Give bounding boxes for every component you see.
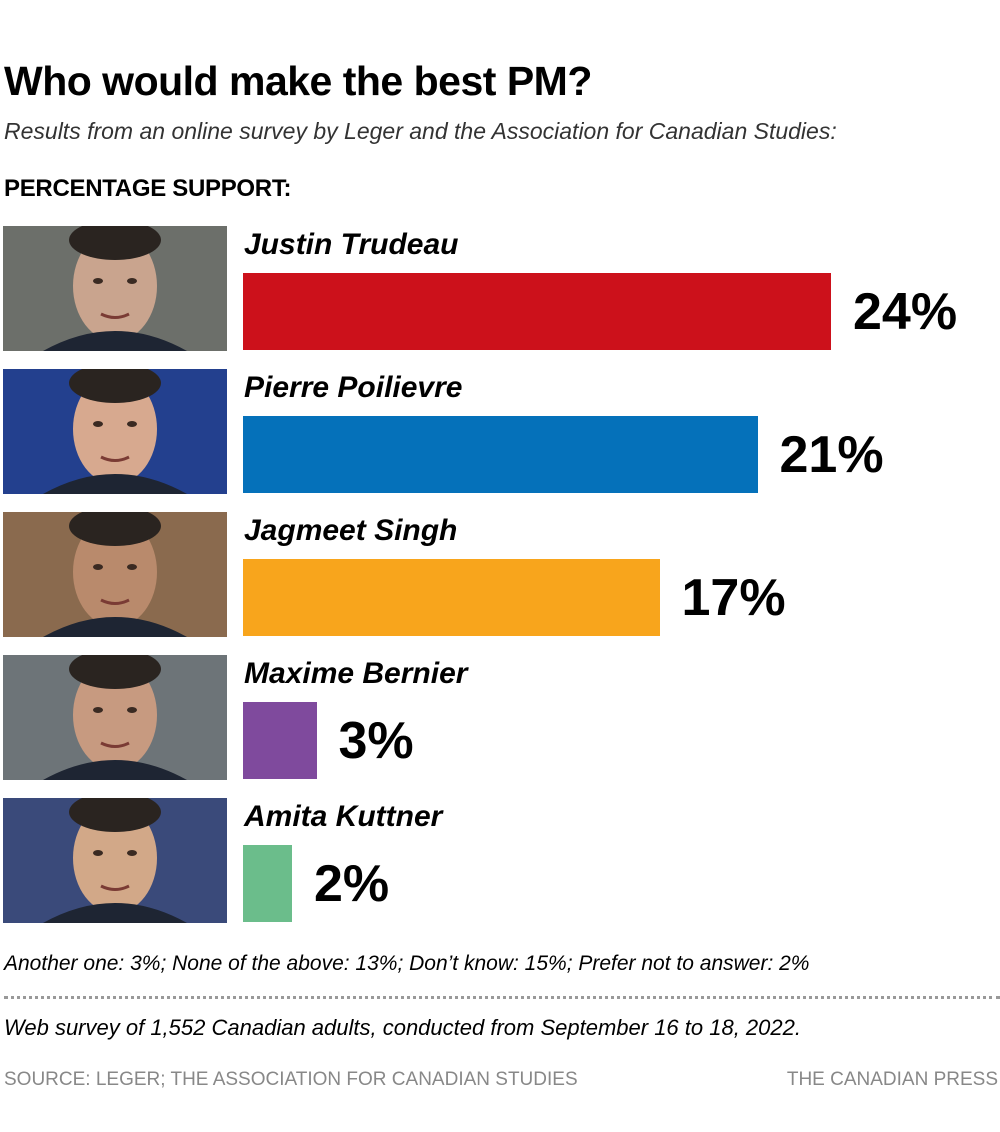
bar [243,559,660,636]
source-credit: SOURCE: LEGER; THE ASSOCIATION FOR CANAD… [4,1069,578,1090]
candidate-name: Jagmeet Singh [244,514,458,547]
bar [243,702,317,779]
axis-label: PERCENTAGE SUPPORT: [4,175,292,202]
bar [243,845,292,922]
publisher-credit: THE CANADIAN PRESS [786,1069,998,1090]
candidate-name: Amita Kuttner [244,800,443,833]
dotted-divider [4,996,1000,999]
bar [243,416,758,493]
other-responses-note: Another one: 3%; None of the above: 13%;… [4,952,810,975]
candidate-photo [3,512,227,637]
candidate-photo [3,226,227,351]
candidate-name: Justin Trudeau [244,228,459,261]
candidate-photo [3,798,227,923]
methodology-note: Web survey of 1,552 Canadian adults, con… [4,1015,801,1040]
candidate-photo [3,655,227,780]
value-label: 3% [338,712,414,770]
value-label: 17% [681,569,786,627]
candidate-photo [3,369,227,494]
candidate-name: Maxime Bernier [244,657,468,690]
bar [243,273,831,350]
value-label: 24% [853,283,958,341]
chart-title: Who would make the best PM? [4,58,592,104]
value-label: 2% [314,855,390,913]
value-label: 21% [779,426,884,484]
candidate-name: Pierre Poilievre [244,371,463,404]
chart-subtitle: Results from an online survey by Leger a… [4,118,837,144]
